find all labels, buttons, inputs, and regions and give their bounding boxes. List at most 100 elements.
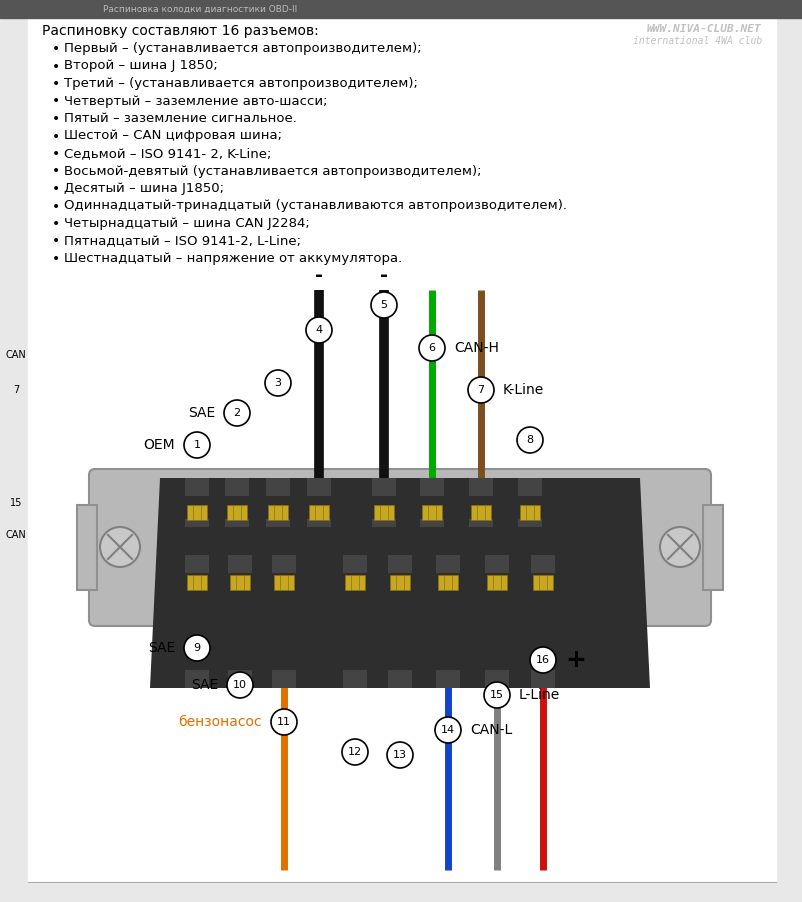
- Circle shape: [387, 742, 412, 768]
- Text: CAN-L: CAN-L: [469, 723, 512, 737]
- Bar: [77, 505, 97, 590]
- Text: Распиновку составляют 16 разъемов:: Распиновку составляют 16 разъемов:: [42, 24, 318, 38]
- Text: 1: 1: [193, 440, 200, 450]
- Text: 8: 8: [526, 435, 533, 445]
- Text: K-Line: K-Line: [502, 383, 544, 397]
- Bar: [265, 519, 290, 527]
- Text: бензонасос: бензонасос: [178, 715, 261, 729]
- Bar: [387, 670, 411, 688]
- Bar: [229, 575, 249, 590]
- Bar: [471, 505, 490, 520]
- Bar: [374, 505, 394, 520]
- Text: •: •: [52, 164, 60, 179]
- Bar: [225, 519, 249, 527]
- Text: Пятнадцатый – ISO 9141-2, L-Line;: Пятнадцатый – ISO 9141-2, L-Line;: [64, 235, 301, 247]
- Circle shape: [435, 717, 460, 743]
- Bar: [184, 670, 209, 688]
- Text: Восьмой-девятый (устанавливается автопроизводителем);: Восьмой-девятый (устанавливается автопро…: [64, 164, 481, 178]
- Bar: [517, 478, 541, 496]
- Bar: [387, 555, 411, 573]
- Text: 5: 5: [380, 300, 387, 310]
- Bar: [468, 478, 492, 496]
- Bar: [272, 670, 296, 688]
- Text: 14: 14: [440, 725, 455, 735]
- Text: Второй – шина J 1850;: Второй – шина J 1850;: [64, 60, 217, 72]
- Bar: [437, 575, 457, 590]
- Text: CAN: CAN: [6, 350, 26, 360]
- Text: •: •: [52, 147, 60, 161]
- Text: •: •: [52, 199, 60, 214]
- Text: Шестой – CAN цифровая шина;: Шестой – CAN цифровая шина;: [64, 130, 282, 143]
- Bar: [517, 519, 541, 527]
- Text: +: +: [565, 648, 585, 672]
- Text: •: •: [52, 217, 60, 231]
- Text: CAN-H: CAN-H: [453, 341, 498, 355]
- Text: SAE: SAE: [148, 641, 175, 655]
- Text: •: •: [52, 77, 60, 91]
- Bar: [227, 505, 247, 520]
- Bar: [268, 505, 288, 520]
- Bar: [306, 519, 330, 527]
- Bar: [390, 575, 410, 590]
- Bar: [184, 478, 209, 496]
- FancyBboxPatch shape: [89, 469, 710, 626]
- Bar: [520, 505, 539, 520]
- Text: 3: 3: [274, 378, 282, 388]
- Text: L-Line: L-Line: [518, 688, 560, 702]
- Circle shape: [516, 427, 542, 453]
- Text: 6: 6: [428, 343, 435, 353]
- Text: 7: 7: [477, 385, 484, 395]
- Bar: [468, 519, 492, 527]
- Text: -: -: [379, 266, 387, 285]
- Text: •: •: [52, 182, 60, 196]
- Bar: [702, 505, 722, 590]
- Text: SAE: SAE: [188, 406, 215, 420]
- Circle shape: [306, 317, 331, 343]
- Bar: [435, 670, 460, 688]
- Bar: [435, 555, 460, 573]
- Bar: [484, 555, 508, 573]
- Bar: [228, 555, 252, 573]
- Bar: [419, 478, 444, 496]
- Bar: [187, 575, 207, 590]
- Text: Распиновка колодки диагностики OBD-II: Распиновка колодки диагностики OBD-II: [103, 5, 297, 14]
- Bar: [530, 555, 554, 573]
- Text: 15: 15: [489, 690, 504, 700]
- Circle shape: [484, 682, 509, 708]
- Text: 12: 12: [347, 747, 362, 757]
- Text: 9: 9: [193, 643, 200, 653]
- Text: •: •: [52, 252, 60, 266]
- Text: Одиннадцатый-тринадцатый (устанавливаются автопроизводителем).: Одиннадцатый-тринадцатый (устанавливаютс…: [64, 199, 566, 213]
- Bar: [184, 519, 209, 527]
- Bar: [273, 575, 294, 590]
- Text: •: •: [52, 42, 60, 56]
- Bar: [184, 555, 209, 573]
- Bar: [187, 505, 207, 520]
- Text: 16: 16: [535, 655, 549, 665]
- Text: Четвертый – заземление авто-шасси;: Четвертый – заземление авто-шасси;: [64, 95, 327, 107]
- Bar: [265, 478, 290, 496]
- Bar: [342, 670, 367, 688]
- Polygon shape: [150, 478, 649, 688]
- Text: 13: 13: [392, 750, 407, 760]
- Bar: [345, 575, 365, 590]
- Bar: [371, 478, 395, 496]
- Circle shape: [265, 370, 290, 396]
- Bar: [228, 670, 252, 688]
- Circle shape: [529, 647, 555, 673]
- Circle shape: [100, 527, 140, 567]
- Circle shape: [468, 377, 493, 403]
- Text: •: •: [52, 95, 60, 108]
- Circle shape: [342, 739, 367, 765]
- Text: •: •: [52, 112, 60, 126]
- Bar: [0, 0, 802, 18]
- Bar: [225, 478, 249, 496]
- Bar: [309, 505, 329, 520]
- Text: OEM: OEM: [144, 438, 175, 452]
- Text: 10: 10: [233, 680, 247, 690]
- Circle shape: [419, 335, 444, 361]
- Bar: [419, 519, 444, 527]
- Circle shape: [659, 527, 699, 567]
- Text: 2: 2: [233, 408, 241, 418]
- Circle shape: [224, 400, 249, 426]
